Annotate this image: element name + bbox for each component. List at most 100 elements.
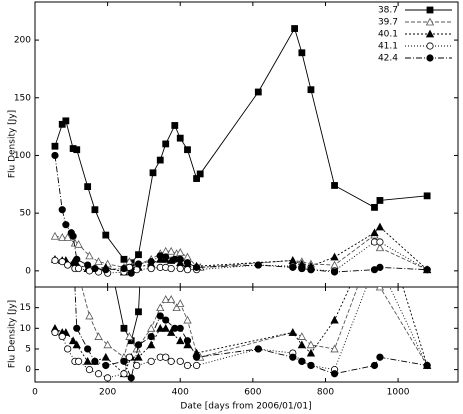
- marker: [254, 261, 262, 269]
- series-line: [114, 287, 141, 342]
- marker: [183, 361, 192, 370]
- marker: [377, 115, 383, 121]
- marker: [84, 261, 92, 269]
- marker: [375, 222, 385, 231]
- x-tick-label: 400: [172, 388, 189, 398]
- marker: [375, 287, 385, 291]
- plot-area: [50, 25, 432, 277]
- marker: [176, 299, 185, 307]
- marker: [330, 370, 339, 378]
- marker: [58, 332, 66, 341]
- marker: [161, 295, 170, 303]
- marker: [375, 243, 385, 252]
- marker: [183, 266, 192, 274]
- marker: [59, 246, 66, 253]
- marker: [120, 357, 128, 365]
- marker: [330, 252, 339, 261]
- marker: [72, 340, 81, 349]
- marker: [289, 263, 297, 271]
- marker: [68, 336, 78, 345]
- legend-label: 39.7: [378, 18, 398, 28]
- marker: [85, 65, 91, 71]
- marker: [74, 239, 83, 248]
- marker: [423, 266, 431, 274]
- marker: [103, 239, 109, 245]
- x-tick-label: 600: [244, 388, 261, 398]
- marker: [184, 146, 191, 154]
- marker: [254, 345, 262, 353]
- marker: [147, 357, 155, 365]
- marker: [162, 353, 170, 361]
- legend-marker: [426, 42, 434, 50]
- series-line: [54, 27, 428, 264]
- marker: [84, 183, 92, 191]
- marker: [306, 348, 316, 357]
- y-tick-label: 150: [14, 93, 31, 103]
- x-tick-label: 0: [32, 388, 38, 398]
- legend-label: 38.7: [378, 6, 398, 16]
- marker: [58, 206, 66, 214]
- marker: [63, 233, 72, 241]
- marker: [161, 323, 170, 332]
- marker: [133, 361, 141, 370]
- marker: [307, 266, 315, 274]
- marker: [370, 228, 379, 237]
- marker: [423, 192, 431, 200]
- marker: [74, 357, 83, 365]
- marker: [176, 324, 184, 332]
- series-line: [54, 155, 428, 274]
- marker: [102, 231, 110, 239]
- marker: [103, 340, 112, 349]
- marker: [149, 169, 157, 177]
- marker: [69, 232, 77, 240]
- marker: [150, 16, 156, 22]
- marker: [64, 261, 72, 269]
- legend-marker: [425, 17, 435, 26]
- legend-marker: [425, 29, 435, 38]
- x-tick-label: 1000: [387, 388, 410, 398]
- marker: [288, 328, 297, 336]
- marker: [73, 324, 81, 332]
- legend-label: 42.4: [378, 54, 398, 64]
- marker: [134, 341, 143, 349]
- marker: [134, 352, 143, 361]
- series-line: [81, 287, 428, 366]
- marker: [330, 315, 339, 324]
- marker: [371, 203, 378, 211]
- marker: [102, 266, 110, 274]
- marker: [58, 233, 67, 241]
- marker: [193, 175, 200, 182]
- marker: [94, 332, 103, 340]
- marker: [330, 344, 339, 353]
- marker: [59, 147, 65, 153]
- x-tick-label: 200: [99, 388, 116, 398]
- marker: [135, 308, 142, 316]
- series-line: [54, 234, 428, 271]
- marker: [127, 269, 135, 277]
- marker: [254, 88, 262, 96]
- marker: [51, 328, 59, 337]
- marker: [84, 345, 92, 353]
- marker: [183, 315, 192, 324]
- marker: [50, 231, 60, 240]
- x-tick-label: 800: [317, 388, 334, 398]
- marker: [147, 332, 155, 341]
- marker: [162, 316, 170, 324]
- marker: [167, 357, 175, 365]
- marker: [58, 120, 66, 128]
- marker: [176, 357, 184, 365]
- marker: [147, 258, 155, 266]
- marker: [192, 263, 201, 271]
- marker: [183, 337, 192, 345]
- marker: [297, 340, 307, 349]
- marker: [83, 357, 92, 365]
- marker: [91, 264, 99, 273]
- marker: [306, 340, 316, 349]
- marker: [156, 323, 165, 332]
- marker: [147, 323, 156, 332]
- marker: [120, 264, 128, 273]
- marker: [64, 345, 72, 353]
- series-line: [74, 287, 428, 380]
- legend-label: 41.1: [378, 42, 398, 52]
